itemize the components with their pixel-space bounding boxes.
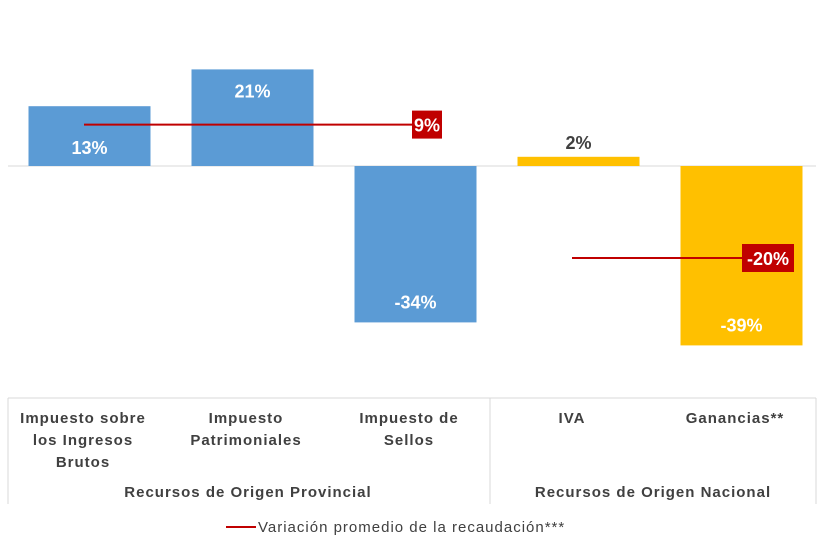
data-label-2: 21% [234,81,270,101]
bar-1 [28,106,151,166]
bar-4 [517,156,640,166]
data-label-5: -39% [720,315,762,335]
category-label-sellos: Impuesto de Sellos [359,410,459,449]
group-label-nacional: Recursos de Origen Nacional [534,484,772,501]
category-label-patrimoniales: Impuesto Patrimoniales [190,410,302,449]
data-label-3: -34% [394,292,436,312]
average-label-1: 9% [414,116,440,136]
category-label-ganancias: Ganancias** [685,410,785,427]
data-label-1: 13% [71,138,107,158]
average-label-box-1 [412,110,442,139]
data-label-4: 2% [565,133,591,153]
legend-line-swatch [226,526,256,528]
bar-3 [354,166,477,323]
legend-label: Variación promedio de la recaudación*** [258,518,566,536]
average-label-2: -20% [747,249,789,269]
bar-2 [191,69,314,166]
group-label-provincial: Recursos de Origen Provincial [124,484,372,501]
category-label-iva: IVA [558,410,586,427]
legend: Variación promedio de la recaudación*** [226,516,565,538]
average-label-box-2 [742,244,794,272]
category-label-ingresos-brutos: Impuesto sobre los Ingresos Brutos [20,410,146,471]
